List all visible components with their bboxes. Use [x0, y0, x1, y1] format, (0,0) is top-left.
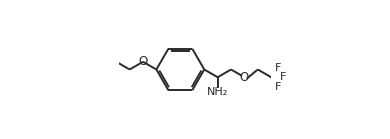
Text: F: F	[280, 72, 287, 82]
Text: O: O	[240, 71, 249, 84]
Text: F: F	[275, 82, 281, 92]
Text: O: O	[138, 55, 148, 68]
Text: NH₂: NH₂	[207, 87, 228, 97]
Text: F: F	[275, 63, 281, 73]
